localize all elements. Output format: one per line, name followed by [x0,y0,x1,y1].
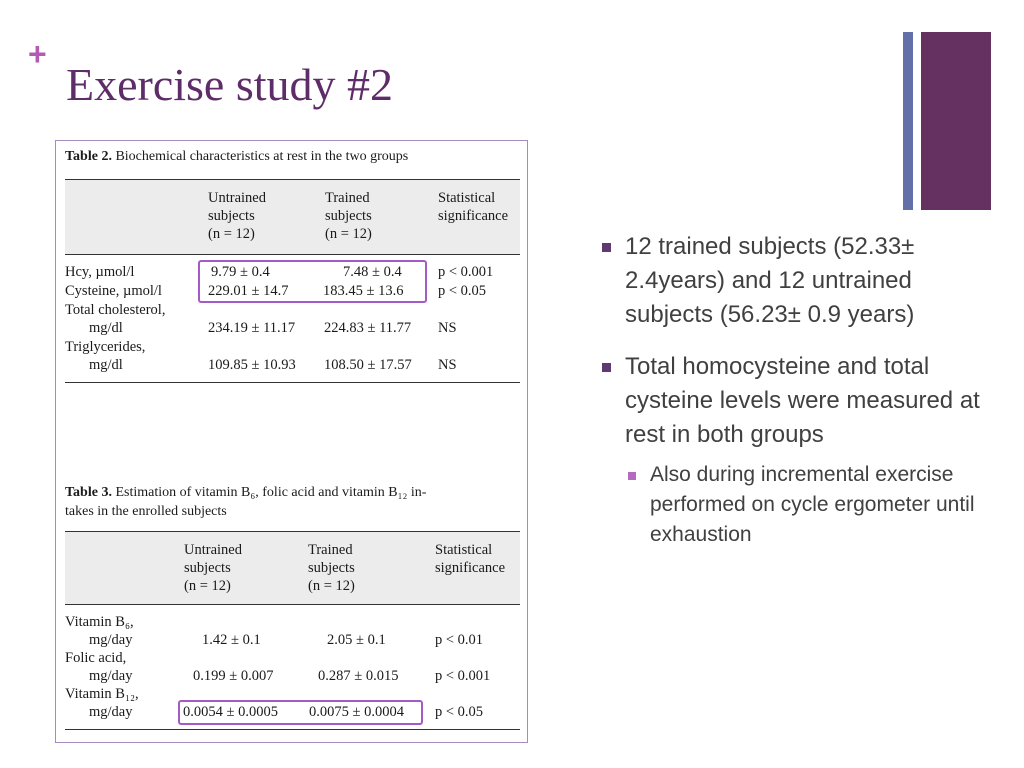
row-label-unit: mg/dl [89,357,123,373]
bullet-item: 12 trained subjects (52.33± 2.4years) an… [600,230,995,332]
table-3-bottom-rule [65,729,520,730]
table-cell: 2.05 ± 0.1 [327,632,386,648]
header-line: (n = 12) [308,578,355,594]
header-line: subjects [208,208,255,224]
table-2-highlight-box [198,260,427,303]
table-3-header-significance: Statistical significance [435,541,505,577]
table-cell: 7.48 ± 0.4 [343,264,402,280]
decorative-thin-bar [903,32,913,210]
table-3-caption-line-1: Estimation of vitamin B₆, folic acid and… [115,485,427,500]
table-cell: 108.50 ± 17.57 [324,357,412,373]
table-row: Vitamin B₁₂, [65,685,139,703]
table-2-caption-text: Biochemical characteristics at rest in t… [115,149,409,164]
bullet-text: 12 trained subjects (52.33± 2.4years) an… [625,233,915,328]
table-3-caption-label: Table 3. [65,485,112,500]
table-cell: p < 0.05 [435,704,484,720]
bullet-square-icon [602,243,611,252]
slide-title: Exercise study #2 [66,59,394,110]
table-2: Table 2. Biochemical characteristics at … [65,147,520,387]
header-line: (n = 12) [184,578,231,594]
header-line: Statistical [438,190,496,206]
row-label-unit: mg/dl [89,320,123,336]
table-cell: 234.19 ± 11.17 [208,320,296,336]
table-3-header: Untrained subjects (n = 12) Trained subj… [65,531,520,605]
row-label: Folic acid, [65,650,127,666]
table-cell: p < 0.05 [438,283,487,299]
row-label: Hcy, µmol/l [65,264,135,280]
table-cell: NS [438,320,457,336]
table-row-sub: mg/dl [89,356,123,374]
table-3-header-untrained: Untrained subjects (n = 12) [184,541,242,595]
decorative-thick-bar [921,32,991,210]
table-cell: p < 0.001 [435,668,491,684]
table-3-caption: Table 3. Estimation of vitamin B₆, folic… [65,483,520,521]
table-row: Hcy, µmol/l [65,263,134,281]
bullet-list: 12 trained subjects (52.33± 2.4years) an… [600,230,995,550]
table-cell: NS [438,357,457,373]
row-label: Total cholesterol, [65,302,166,318]
tables-image-frame: Table 2. Biochemical characteristics at … [55,140,528,743]
row-label-unit: mg/day [89,704,133,720]
sub-bullet-text: Also during incremental exercise perform… [650,463,975,546]
table-row: Vitamin B₆, [65,613,134,631]
table-cell: 0.0075 ± 0.0004 [309,704,404,720]
table-3-highlight-box [178,700,423,725]
header-line: Trained [325,190,370,206]
table-row: Cysteine, µmol/l [65,282,162,300]
table-cell: 109.85 ± 10.93 [208,357,296,373]
table-row: Total cholesterol, [65,301,165,319]
plus-icon: + [28,36,47,72]
table-cell: 0.287 ± 0.015 [318,668,399,684]
table-cell: p < 0.01 [435,632,484,648]
table-cell: p < 0.001 [438,264,494,280]
table-3-caption-line-2: takes in the enrolled subjects [65,504,227,519]
table-2-header-trained: Trained subjects (n = 12) [325,189,372,243]
header-line: (n = 12) [325,226,372,242]
table-cell: 224.83 ± 11.77 [324,320,412,336]
table-3-header-trained: Trained subjects (n = 12) [308,541,355,595]
table-2-header: Untrained subjects (n = 12) Trained subj… [65,179,520,255]
table-3: Table 3. Estimation of vitamin B₆, folic… [65,483,520,738]
table-cell: 183.45 ± 13.6 [323,283,404,299]
row-label: Vitamin B₁₂, [65,686,139,702]
row-label: Cysteine, µmol/l [65,283,162,299]
table-2-caption-label: Table 2. [65,149,112,164]
header-line: Untrained [208,190,266,206]
header-line: subjects [184,560,231,576]
table-2-header-significance: Statistical significance [438,189,508,225]
header-line: (n = 12) [208,226,255,242]
table-2-bottom-rule [65,382,520,383]
header-line: Statistical [435,542,493,558]
sub-bullet-square-icon [628,472,636,480]
row-label-unit: mg/day [89,632,133,648]
table-cell: 229.01 ± 14.7 [208,283,289,299]
table-2-header-untrained: Untrained subjects (n = 12) [208,189,266,243]
table-cell: 9.79 ± 0.4 [211,264,270,280]
row-label: Vitamin B₆, [65,614,134,630]
table-row-sub: mg/day [89,667,133,685]
table-cell: 0.0054 ± 0.0005 [183,704,278,720]
bullet-text: Total homocysteine and total cysteine le… [625,353,980,448]
header-line: Trained [308,542,353,558]
header-line: subjects [325,208,372,224]
table-2-caption: Table 2. Biochemical characteristics at … [65,147,520,166]
sub-bullet-item: Also during incremental exercise perform… [600,460,995,550]
header-line: significance [435,560,506,576]
table-row-sub: mg/day [89,703,133,721]
table-cell: 1.42 ± 0.1 [202,632,261,648]
header-line: Untrained [184,542,242,558]
bullet-item: Total homocysteine and total cysteine le… [600,350,995,452]
row-label: Triglycerides, [65,339,146,355]
table-row: Folic acid, [65,649,126,667]
table-row-sub: mg/day [89,631,133,649]
header-line: subjects [308,560,355,576]
header-line: significance [438,208,509,224]
table-row: Triglycerides, [65,338,145,356]
table-cell: 0.199 ± 0.007 [193,668,274,684]
bullet-square-icon [602,363,611,372]
table-row-sub: mg/dl [89,319,123,337]
row-label-unit: mg/day [89,668,133,684]
